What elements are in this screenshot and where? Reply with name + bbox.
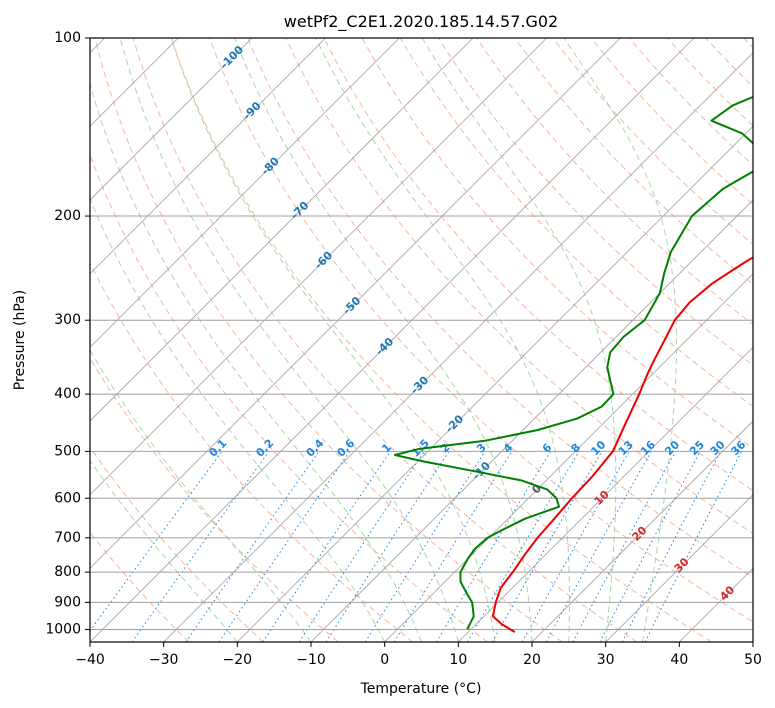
isotherm-line [90,38,253,201]
isotherm-line [384,273,753,642]
isotherm-line [90,38,400,348]
isotherm-line [90,38,547,496]
mixing-ratio-line [435,451,552,642]
y-tick-label: 600 [54,490,81,506]
dewpoint-profile-line [393,95,753,630]
moist-adiabat-line [234,38,533,642]
moist-adiabat-line [421,38,617,642]
moist-adiabats [90,38,677,642]
y-tick-label: 800 [54,564,81,580]
y-tick-label: 400 [54,386,81,402]
moist-adiabat-line [170,38,496,642]
y-tick-label: 200 [54,208,81,224]
dry-adiabat-line [209,38,753,623]
x-tick-label: 10 [449,652,467,668]
x-tick-label: −10 [296,652,326,668]
x-axis-ticks: −40 −30 −20 −10 0 10 20 30 40 50 [75,642,762,668]
x-tick-label: −30 [149,652,179,668]
dry-adiabat-line [94,38,563,642]
x-tick-label: −20 [223,652,253,668]
isotherm-line [90,38,326,275]
isotherms [90,38,753,642]
x-tick-label: −40 [75,652,105,668]
isotherm-line [90,38,621,569]
mixing-ratio-line [218,451,351,642]
y-tick-label: 1000 [45,621,81,637]
moist-adiabat-line [119,38,459,642]
moist-adiabat-line [563,38,677,642]
isotherm-line [90,38,695,642]
y-tick-label: 700 [54,530,81,546]
chart-title: wetPf2_C2E1.2020.185.14.57.G02 [284,12,558,32]
y-tick-label: 500 [54,443,81,459]
y-axis-ticks: 100 200 300 400 500 600 700 800 900 1000 [45,30,90,637]
dry-adiabat-line [132,38,638,642]
mixing-ratio-line [325,451,450,642]
mixing-ratio-line [545,451,652,642]
plot-frame [89,37,754,643]
moist-adiabat-line [90,197,386,642]
mixing-ratio-line [298,451,425,642]
y-tick-label: 100 [54,30,81,46]
isotherm-line [163,52,753,642]
dry-adiabat-line [90,261,414,642]
x-tick-label: 30 [597,652,615,668]
mixing-ratio-line [262,451,391,642]
mixing-ratio-line [185,451,320,642]
x-axis-label: Temperature (°C) [360,681,482,697]
y-tick-label: 300 [54,312,81,328]
mixing-ratio-line [572,451,676,642]
moist-adiabat-line [315,38,570,642]
isotherm-line [458,346,753,642]
x-tick-label: 20 [523,652,541,668]
x-tick-label: 50 [744,652,762,668]
dry-adiabat-line [247,38,753,578]
y-tick-label: 900 [54,594,81,610]
isotherm-line [90,38,474,422]
mixing-ratio-line [467,451,580,642]
sounding-profiles [393,95,753,633]
isobars [90,38,753,630]
dry-adiabat-line [285,38,753,535]
dry-adiabats [90,38,753,642]
moist-adiabat-line [90,459,238,642]
dry-adiabat-line [476,38,753,326]
y-axis-label: Pressure (hPa) [12,290,28,390]
dry-adiabat-line [90,446,264,642]
isotherm-line [310,199,753,642]
moist-adiabat-line [90,82,422,642]
x-tick-label: 0 [380,652,389,668]
isotherm-line [237,125,753,642]
isotherm-line [531,420,753,642]
dry-adiabat-line [323,38,753,492]
temperature-profile-line [491,256,753,633]
mixing-ratio-line [364,451,486,642]
x-tick-label: 40 [670,652,688,668]
dry-adiabat-line [514,38,753,285]
dry-adiabat-line [170,38,712,642]
isotherm-line [605,494,753,642]
